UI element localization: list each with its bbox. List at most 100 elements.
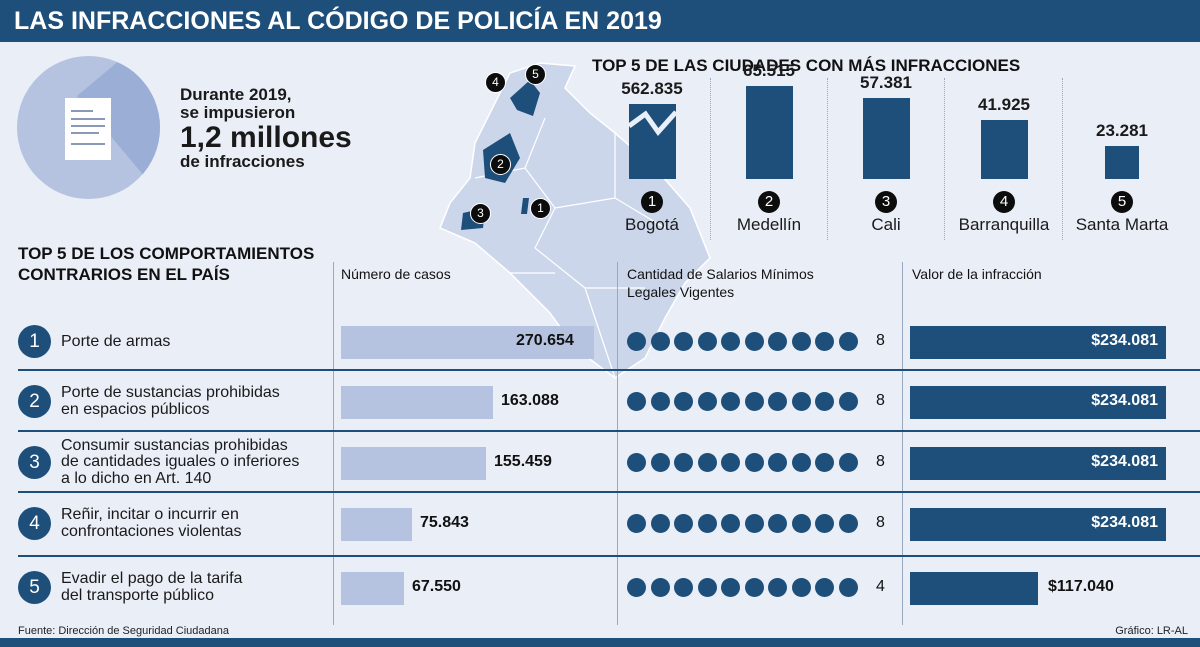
behavior-line: Reñir, incitar o incurrir en (61, 506, 239, 523)
smlv-dot (838, 453, 858, 472)
city-value-medellin: 65.515 (743, 61, 795, 80)
behavior-line: Consumir sustancias prohibidas (61, 436, 288, 454)
smlv-dot (768, 392, 787, 411)
smlv-count: 8 (876, 453, 885, 470)
intro-line3: de infracciones (180, 152, 305, 172)
city-name-barranquilla: Barranquilla (958, 215, 1050, 234)
behavior-line: en espacios públicos (61, 400, 210, 418)
smlv-dot (674, 514, 693, 533)
rank-badge: 5 (18, 571, 51, 604)
smlv-count: 4 (876, 578, 885, 595)
rank-badge: 4 (18, 507, 51, 540)
smlv-dot (721, 578, 740, 597)
intro-text: Durante 2019, se impusieron 1,2 millones… (180, 86, 352, 171)
smlv-dot (744, 578, 764, 597)
col-header-smlv: Cantidad de Salarios Mínimos Legales Vig… (627, 266, 814, 300)
smlv-dot (744, 392, 764, 411)
smlv-dot (697, 392, 717, 411)
city-divider (944, 78, 945, 240)
smlv-dot (838, 332, 858, 351)
city-bar-cali (862, 98, 910, 179)
smlv-dot (674, 578, 693, 597)
fine-bar (910, 386, 1166, 419)
smlv-dot (697, 453, 717, 472)
smlv-dot (650, 453, 670, 472)
smlv-dots (627, 332, 867, 354)
smlv-dot (650, 332, 670, 351)
smlv-dot (744, 453, 764, 472)
city-bar-barranquilla (980, 120, 1028, 179)
smlv-dot (815, 332, 834, 351)
behavior-line: confrontaciones violentas (61, 522, 242, 540)
smlv-dots (627, 514, 867, 536)
fine-bar (910, 447, 1166, 480)
smlv-dot (838, 392, 858, 411)
colombia-map (439, 62, 711, 379)
col-header-fine: Valor de la infracción (912, 266, 1042, 282)
fine-bar (910, 326, 1166, 359)
city-rank-medellin: 2 (758, 191, 780, 213)
city-value-cali: 57.381 (860, 73, 912, 92)
column-divider (333, 262, 334, 625)
case-bar (341, 447, 486, 480)
row-divider (18, 369, 1200, 371)
col-header-cases: Número de casos (341, 266, 451, 282)
smlv-dot (674, 332, 693, 351)
smlv-dot (791, 578, 811, 597)
fine-value: $117.040 (1048, 578, 1114, 595)
fine-bar (910, 572, 1038, 605)
fine-value: $234.081 (1091, 392, 1158, 409)
rank-badge: 2 (18, 385, 51, 418)
case-bar (341, 508, 412, 541)
smlv-dot (697, 514, 717, 533)
smlv-dot (768, 332, 787, 351)
city-rank-cali: 3 (875, 191, 897, 213)
behavior-line: del transporte público (61, 586, 214, 604)
city-bar-santa-marta (1105, 146, 1139, 179)
behavior-line: Evadir el pago de la tarifa (61, 570, 243, 587)
source-note: Fuente: Dirección de Seguridad Ciudadana (18, 625, 229, 637)
case-value: 67.550 (412, 578, 461, 595)
case-bar (341, 572, 404, 605)
smlv-dots (627, 453, 867, 475)
smlv-dot (627, 392, 646, 411)
city-name-santa-marta: Santa Marta (1075, 215, 1169, 234)
smlv-dot (697, 578, 717, 597)
axis-break-icon (628, 110, 676, 137)
smlv-dot (721, 514, 740, 533)
smlv-dot (791, 453, 811, 472)
fine-value: $234.081 (1091, 332, 1158, 349)
city-value-barranquilla: 41.925 (978, 95, 1030, 114)
city-rank-barranquilla: 4 (993, 191, 1015, 213)
cities-chart-title: TOP 5 DE LAS CIUDADES CON MÁS INFRACCION… (592, 56, 1021, 75)
smlv-dot (721, 392, 740, 411)
intro-big: 1,2 millones (180, 120, 352, 154)
smlv-count: 8 (876, 514, 885, 531)
region-bogota (521, 198, 529, 214)
row-divider (18, 491, 1200, 493)
city-divider (827, 78, 828, 240)
map-marker-1: 1 (530, 198, 551, 219)
smlv-dot (721, 453, 740, 472)
smlv-dot (744, 514, 764, 533)
smlv-dot (815, 514, 834, 533)
case-value: 75.843 (420, 514, 469, 531)
city-rank-bogota: 1 (641, 191, 663, 213)
credit-note: Gráfico: LR-AL (1115, 625, 1188, 637)
rank-badge: 1 (18, 325, 51, 358)
smlv-dot (650, 392, 670, 411)
behaviors-title: TOP 5 DE LOS COMPORTAMIENTOS CONTRARIOS … (18, 244, 315, 284)
smlv-dot (838, 514, 858, 533)
smlv-count: 8 (876, 332, 885, 349)
column-divider (617, 262, 618, 625)
fine-value: $234.081 (1091, 453, 1158, 470)
smlv-dot (674, 392, 693, 411)
column-divider (902, 262, 903, 625)
smlv-dot (791, 332, 811, 351)
smlv-dot (650, 514, 670, 533)
smlv-dot (650, 578, 670, 597)
behavior-label: Porte de armas (61, 333, 170, 351)
map-marker-4: 4 (485, 72, 506, 93)
map-marker-3: 3 (470, 203, 491, 224)
smlv-dot (791, 392, 811, 411)
